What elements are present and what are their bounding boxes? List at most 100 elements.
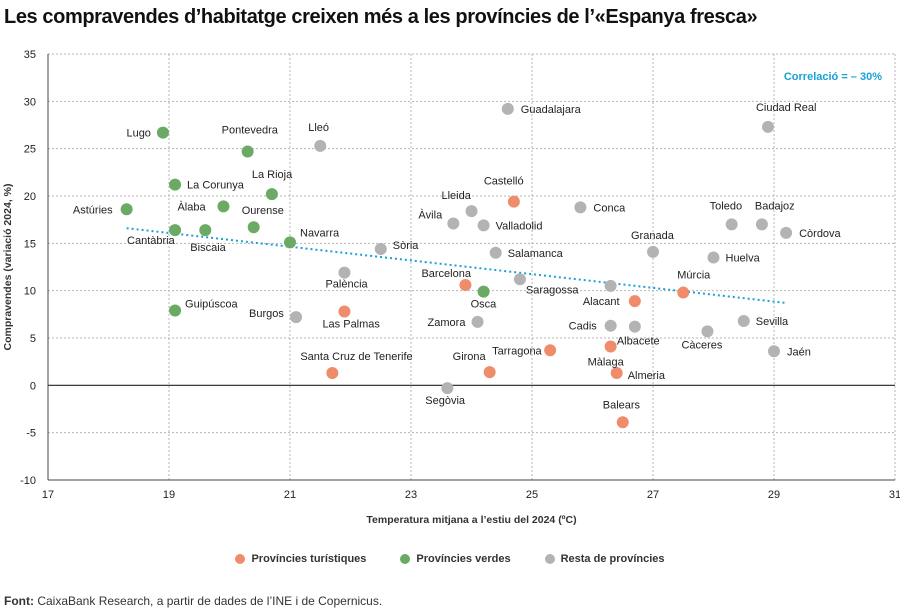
data-point (374, 243, 387, 256)
data-point (755, 218, 768, 231)
data-point (628, 295, 641, 308)
data-label: La Rioja (252, 169, 293, 181)
data-point (701, 325, 714, 338)
data-label: Múrcia (677, 270, 711, 282)
data-point (544, 344, 557, 357)
correlation-annotation: Correlació = – 30% (784, 71, 882, 83)
data-label: Pontevedra (222, 125, 279, 137)
y-tick-label: -5 (26, 428, 36, 440)
data-point (241, 145, 254, 158)
x-tick-label: 21 (284, 489, 296, 501)
data-point (610, 367, 623, 380)
y-tick-label: 35 (24, 49, 36, 61)
data-label: Zamora (428, 317, 467, 329)
source-note: Font: CaixaBank Research, a partir de da… (4, 594, 382, 608)
data-point (169, 304, 182, 317)
data-point (199, 224, 212, 237)
data-point (604, 319, 617, 332)
data-point (761, 120, 774, 133)
legend-label-resta: Resta de províncies (560, 553, 665, 565)
data-label: Sòria (393, 240, 420, 252)
data-label: Badajoz (755, 200, 795, 212)
y-tick-label: 5 (30, 333, 36, 345)
data-label: Castelló (484, 176, 524, 188)
data-point (483, 366, 496, 379)
data-label: Salamanca (508, 248, 564, 260)
chart-legend: Províncies turístiques Províncies verdes… (0, 553, 900, 565)
y-tick-label: 25 (24, 144, 36, 156)
data-label: La Corunya (187, 180, 245, 192)
data-label: Cadis (569, 321, 598, 333)
data-label: Segòvia (425, 395, 466, 407)
data-point (489, 246, 502, 259)
data-point (441, 382, 454, 395)
legend-marker-turistiques (235, 554, 246, 564)
data-point (513, 273, 526, 286)
data-point (507, 195, 520, 208)
data-label: Lugo (126, 128, 150, 140)
data-label: Saragossa (526, 284, 579, 296)
data-label: Sevilla (756, 316, 789, 328)
data-label: Huelva (726, 253, 761, 265)
data-point (290, 311, 303, 324)
y-tick-label: 15 (24, 238, 36, 250)
y-tick-label: 10 (24, 286, 36, 298)
data-label: Guipúscoa (185, 299, 238, 311)
source-label: Font: (4, 594, 34, 608)
y-tick-label: 30 (24, 96, 36, 108)
data-label: Jaén (787, 346, 811, 358)
data-point (314, 139, 327, 152)
data-label: Càceres (681, 339, 722, 351)
data-point (477, 285, 490, 298)
data-point (501, 102, 514, 115)
data-point (604, 340, 617, 353)
data-label: Balears (603, 399, 641, 411)
x-tick-label: 31 (889, 489, 900, 501)
data-label: Las Palmas (322, 318, 380, 330)
data-label: Alacant (583, 296, 620, 308)
data-label: Barcelona (421, 268, 471, 280)
legend-item-resta: Resta de províncies (544, 553, 665, 565)
data-point (465, 205, 478, 218)
x-tick-label: 29 (768, 489, 780, 501)
data-label: Palència (325, 279, 368, 291)
x-tick-label: 19 (163, 489, 175, 501)
data-point (326, 367, 339, 380)
data-point (471, 315, 484, 328)
data-label: Tarragona (492, 345, 542, 357)
data-label: Girona (453, 351, 487, 363)
data-point (247, 221, 260, 234)
data-point (265, 188, 278, 201)
data-label: Cantàbria (127, 235, 176, 247)
y-tick-label: 20 (24, 191, 36, 203)
data-point (780, 226, 793, 239)
data-point (677, 286, 690, 299)
data-label: Burgos (249, 308, 284, 320)
data-label: Còrdova (799, 228, 841, 240)
data-label: Astúries (73, 204, 113, 216)
legend-item-verdes: Províncies verdes (400, 553, 511, 565)
x-tick-label: 25 (526, 489, 538, 501)
data-point (647, 245, 659, 258)
data-point (725, 218, 738, 231)
data-label: Conca (593, 202, 626, 214)
data-point (284, 236, 296, 249)
data-point (737, 314, 750, 327)
legend-marker-verdes (400, 554, 411, 564)
data-point (628, 320, 641, 333)
y-tick-label: 0 (30, 380, 36, 392)
data-label: Guadalajara (521, 104, 582, 116)
trend-line (126, 227, 787, 304)
data-label: Àvila (418, 208, 443, 221)
data-label: Toledo (710, 200, 742, 212)
legend-marker-resta (544, 554, 555, 564)
data-point (169, 178, 182, 191)
data-label: Osca (471, 299, 498, 311)
data-point (447, 217, 460, 230)
data-point (707, 251, 720, 264)
data-label: Ciudad Real (756, 102, 817, 114)
data-label: Santa Cruz de Tenerife (300, 351, 412, 363)
y-tick-label: -10 (20, 475, 36, 487)
chart-title: Les compravendes d’habitatge creixen més… (4, 6, 758, 28)
data-point (338, 305, 351, 318)
